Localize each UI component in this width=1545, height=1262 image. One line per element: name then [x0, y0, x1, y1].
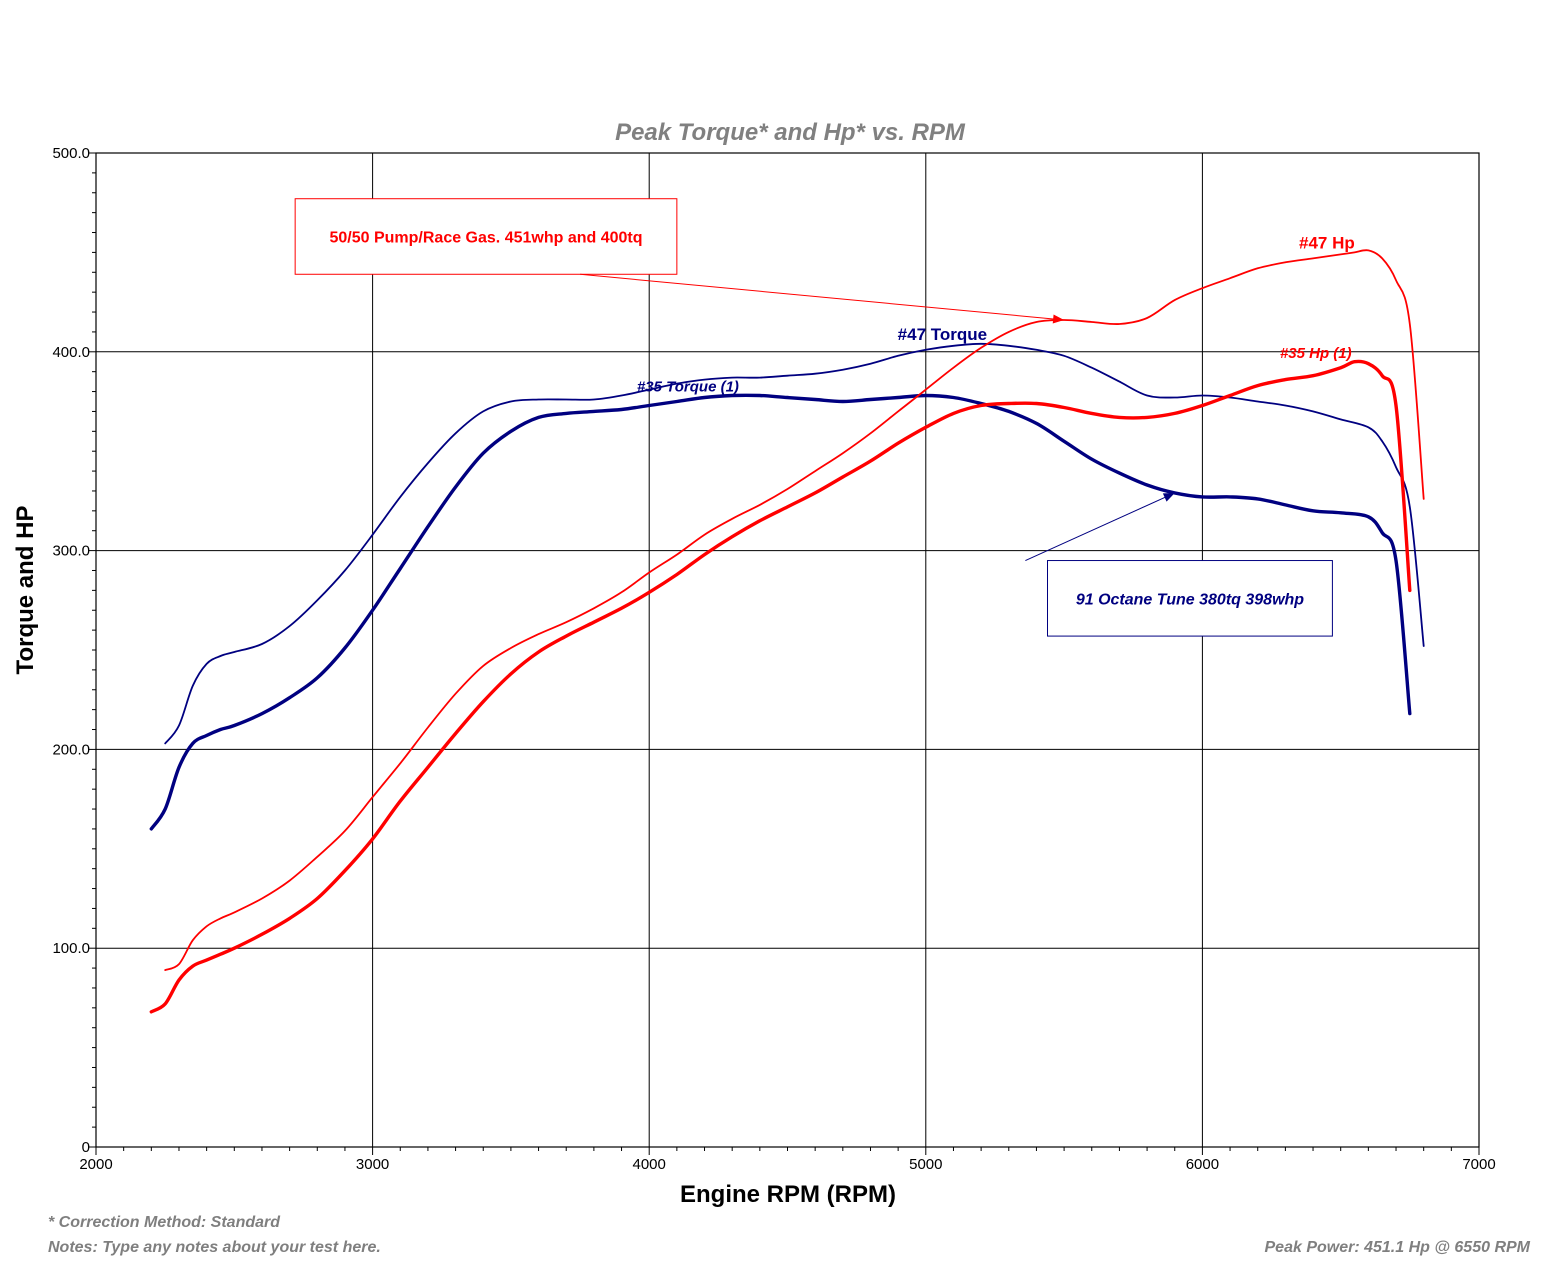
- series-line-35-torque-1: [149, 393, 1412, 831]
- series-lines: [149, 249, 1425, 1014]
- y-tick-label: 200.0: [52, 741, 90, 758]
- tick-labels: 2000 3000 4000 5000 6000 7000 0 100.0 200.0 300.0…: [52, 145, 1495, 1173]
- series-label: #47 Hp: [1299, 233, 1355, 252]
- series-line-47-torque: [164, 342, 1425, 745]
- annotation-box: [1047, 560, 1333, 637]
- chart-title: Peak Torque* and Hp* vs. RPM: [615, 119, 966, 146]
- annotation-leader: [580, 273, 1065, 321]
- y-tick-label: 400.0: [52, 344, 90, 361]
- grid: [96, 153, 1479, 1147]
- annotation-leader: [1025, 492, 1175, 561]
- annotations: 50/50 Pump/Race Gas. 451whp and 400tq 91 …: [294, 198, 1333, 637]
- series-labels: #47 Torque #35 Torque (1) #47 Hp #35 Hp (1): [637, 233, 1355, 395]
- footer-notes: Notes: Type any notes about your test he…: [48, 1239, 381, 1256]
- y-axis-label: Torque and HP: [12, 506, 39, 675]
- x-tick-label: 4000: [633, 1156, 666, 1173]
- plot-frame: [95, 152, 1480, 1148]
- y-tick-label: 0: [82, 1139, 90, 1156]
- y-tick-label: 500.0: [52, 145, 90, 162]
- x-tick-label: 2000: [79, 1156, 112, 1173]
- series-line-47-hp: [164, 249, 1425, 971]
- y-tick-label: 300.0: [52, 543, 90, 560]
- minor-ticks: [88, 152, 1480, 1155]
- x-tick-label: 6000: [1186, 1156, 1219, 1173]
- annotation-box: [294, 198, 678, 275]
- series-label: #35 Hp (1): [1280, 345, 1352, 362]
- x-tick-label: 3000: [356, 1156, 389, 1173]
- footer-correction: * Correction Method: Standard: [48, 1214, 281, 1231]
- series-label: #47 Torque: [898, 325, 987, 344]
- annotation-arrowhead: [1052, 314, 1065, 324]
- annotation-text: 91 Octane Tune 380tq 398whp: [1076, 591, 1304, 608]
- x-axis-label: Engine RPM (RPM): [680, 1181, 896, 1208]
- series-label: #35 Torque (1): [637, 379, 739, 396]
- x-tick-label: 7000: [1462, 1156, 1495, 1173]
- footer-peak: Peak Power: 451.1 Hp @ 6550 RPM: [1265, 1239, 1531, 1256]
- annotation-arrowhead: [1162, 492, 1175, 502]
- y-tick-label: 100.0: [52, 940, 90, 957]
- x-tick-label: 5000: [909, 1156, 942, 1173]
- series-line-35-hp-1: [149, 359, 1412, 1014]
- annotation-text: 50/50 Pump/Race Gas. 451whp and 400tq: [329, 229, 642, 246]
